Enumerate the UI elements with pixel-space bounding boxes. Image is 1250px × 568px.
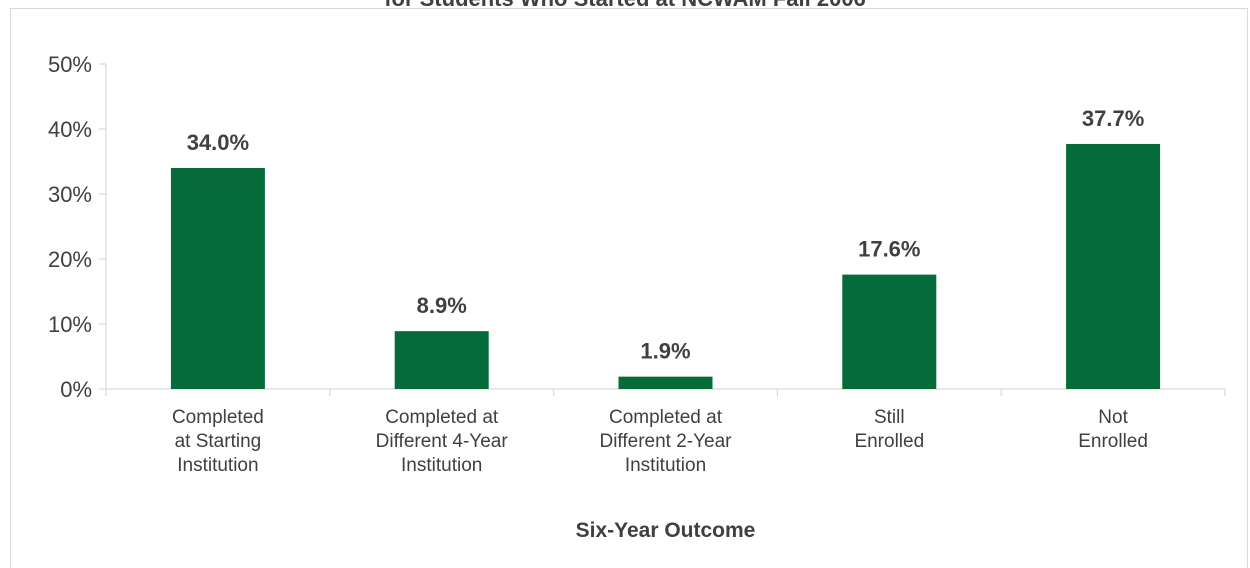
data-label: 1.9% (640, 339, 690, 364)
y-tick-label: 30% (48, 182, 92, 207)
category-label-line: Completed (172, 407, 264, 428)
bar (394, 331, 489, 389)
category-label-line: Enrolled (854, 431, 924, 452)
category-label-line: Institution (625, 455, 706, 476)
y-tick-label: 40% (48, 117, 92, 142)
y-tick-label: 50% (48, 52, 92, 77)
data-label: 17.6% (858, 237, 920, 262)
data-label: 34.0% (187, 130, 249, 155)
category-label: Completed at Different 4-Year Institution (376, 407, 509, 476)
y-tick-label: 0% (60, 377, 92, 402)
chart-frame (10, 8, 1248, 568)
data-label: 37.7% (1082, 106, 1144, 131)
category-label-line: Different 4-Year (376, 431, 509, 452)
bar (170, 168, 265, 389)
category-label-line: Still (874, 407, 905, 428)
bar (1066, 143, 1161, 389)
bars (170, 143, 1161, 389)
chart-title: for Students Who Started at NCWAM Fall 2… (0, 0, 1250, 12)
category-label: Completed at Starting Institution (172, 407, 264, 476)
category-label-line: Enrolled (1078, 431, 1148, 452)
bar (842, 274, 937, 389)
category-label-line: Completed at (385, 407, 499, 428)
y-tick-label: 10% (48, 312, 92, 337)
category-label-line: Completed at (609, 407, 723, 428)
category-labels: Completed at Starting InstitutionCompleted… (172, 407, 1148, 476)
y-axis: 0% 10% 20% 30% 40% 50% (48, 52, 107, 402)
x-axis (105, 388, 1226, 396)
y-tick-label: 20% (48, 247, 92, 272)
data-labels: 34.0% 8.9% 1.9% 17.6% 37.7% (187, 106, 1145, 364)
category-label-line: at Starting (175, 431, 262, 452)
data-label: 8.9% (417, 293, 467, 318)
category-label-line: Different 2-Year (599, 431, 732, 452)
category-label-line: Institution (177, 455, 258, 476)
category-label-line: Not (1098, 407, 1128, 428)
category-label: Completed at Different 2-Year Institution (599, 407, 732, 476)
bar (618, 376, 713, 389)
category-label: Still Enrolled (854, 407, 924, 452)
category-label-line: Institution (401, 455, 482, 476)
category-label: Not Enrolled (1078, 407, 1148, 452)
x-axis-title: Six-Year Outcome (576, 519, 756, 542)
